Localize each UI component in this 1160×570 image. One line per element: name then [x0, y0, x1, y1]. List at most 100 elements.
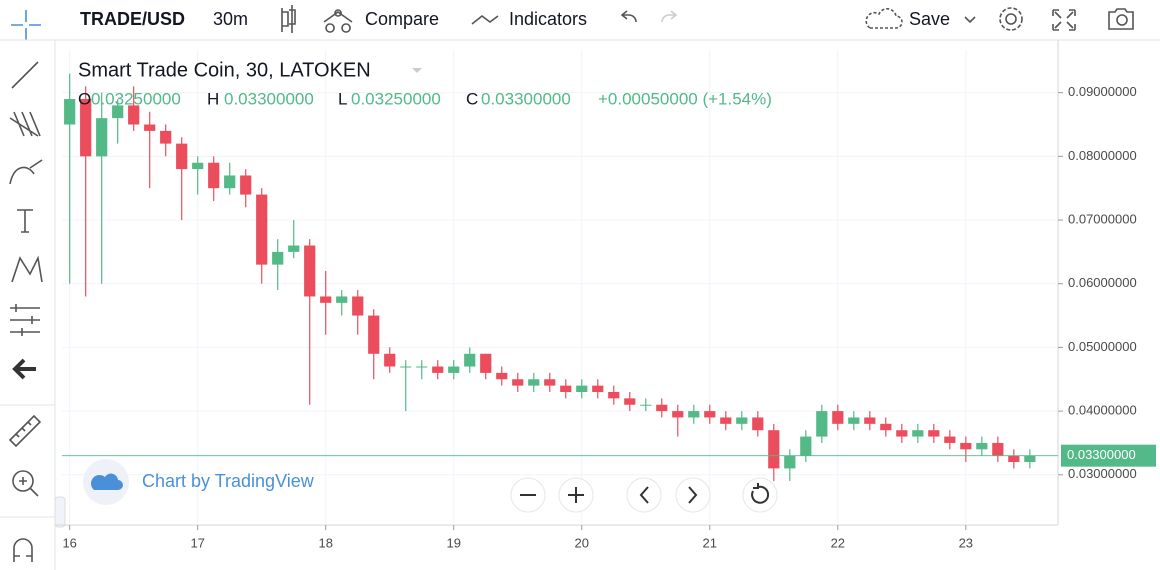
compare-icon[interactable] [323, 9, 353, 33]
x-tick-label: 19 [447, 535, 461, 550]
candles [64, 73, 1036, 482]
candle-body [176, 143, 188, 170]
indicators-button[interactable]: Indicators [509, 9, 587, 29]
candle-body [416, 366, 428, 368]
candle-body [272, 251, 284, 265]
watermark-text[interactable]: Chart by TradingView [142, 471, 315, 491]
candle-body [640, 404, 652, 406]
undo-icon[interactable] [620, 10, 637, 23]
y-tick-label: 0.04000000 [1068, 403, 1137, 418]
chart-type-icon[interactable] [281, 5, 296, 33]
y-tick-label: 0.03000000 [1068, 466, 1137, 481]
indicators-icon[interactable] [471, 14, 499, 25]
cloud-icon[interactable] [865, 8, 903, 29]
candle-body [464, 353, 476, 367]
candle-body [288, 245, 300, 252]
candle-body [432, 366, 444, 373]
candle-body [768, 430, 780, 469]
candle-body [480, 353, 492, 373]
candle-body [160, 130, 172, 144]
candle-body [656, 404, 668, 412]
prediction-tool[interactable] [10, 304, 40, 336]
legend-value: 0.03250000 [91, 89, 181, 108]
snapshot-lens [1116, 14, 1128, 26]
settings-icon[interactable] [1005, 13, 1017, 25]
zoom-tool[interactable] [12, 470, 34, 492]
legend-dropdown[interactable] [412, 68, 422, 73]
candle-body [1024, 455, 1036, 463]
candle-body [240, 175, 252, 195]
legend-change: +0.00050000 (+1.54%) [598, 89, 772, 108]
y-tick-label: 0.07000000 [1068, 211, 1137, 226]
candle-body [752, 417, 764, 431]
candle-body [736, 417, 748, 424]
candle-body [688, 411, 700, 418]
save-button[interactable]: Save [909, 9, 950, 29]
candle-body [512, 379, 524, 386]
pattern-tool[interactable] [11, 255, 43, 283]
symbol[interactable]: TRADE/USD [80, 9, 185, 29]
candle-body [608, 391, 620, 399]
settings-gear [999, 7, 1023, 31]
interval[interactable]: 30m [213, 9, 248, 29]
text-tool[interactable] [17, 209, 33, 233]
candle-body [448, 366, 460, 373]
measure-tool[interactable] [8, 414, 42, 448]
candle-body [848, 417, 860, 424]
x-tick-label: 16 [62, 535, 76, 550]
legend-key: C [466, 89, 478, 108]
left-toolbar [0, 39, 1160, 570]
candle-body [592, 385, 604, 392]
candle-body [112, 105, 124, 119]
redo-icon[interactable] [661, 10, 678, 23]
reset-chart[interactable] [742, 477, 778, 513]
watermark[interactable]: Chart by TradingView [83, 459, 315, 505]
brush-tool[interactable] [9, 159, 43, 185]
candle-body [944, 436, 956, 443]
scroll-left[interactable] [626, 477, 662, 513]
candle-body [400, 366, 412, 368]
legend-value: 0.03300000 [481, 89, 571, 108]
crosshair-icon[interactable] [11, 10, 41, 40]
candle-body [912, 430, 924, 437]
candle-body [64, 99, 76, 125]
hide-tools[interactable] [12, 358, 36, 380]
candle-body [560, 385, 572, 392]
candle-body [800, 436, 812, 456]
legend-title: Smart Trade Coin, 30, LATOKEN [78, 59, 371, 81]
candle-body [192, 162, 204, 170]
legend: Smart Trade Coin, 30, LATOKEN O 0.032500… [78, 59, 772, 108]
candle-body [880, 423, 892, 431]
candle-body [208, 162, 220, 189]
candle-body [304, 245, 316, 297]
candle-body [128, 105, 140, 125]
fullscreen-icon[interactable] [1052, 9, 1076, 31]
trend-line-tool[interactable] [11, 61, 39, 89]
collapse-handle[interactable] [54, 496, 66, 528]
candle-body [720, 417, 732, 424]
candle-body [976, 442, 988, 450]
legend-key: H [207, 89, 219, 108]
last-price-label: 0.03300000 [1067, 447, 1136, 462]
x-tick-label: 17 [190, 535, 204, 550]
candle-body [368, 315, 380, 354]
candle-body [96, 118, 108, 157]
scroll-right[interactable] [675, 477, 711, 513]
candle-body [144, 124, 156, 131]
x-tick-label: 20 [575, 535, 589, 550]
watermark-cloud [90, 473, 123, 490]
legend-key: L [338, 89, 347, 108]
compare-button[interactable]: Compare [365, 9, 439, 29]
x-tick-label: 21 [703, 535, 717, 550]
x-tick-label: 18 [318, 535, 332, 550]
save-dropdown[interactable] [964, 16, 976, 24]
zoom-tool-detail [19, 477, 39, 497]
y-tick-label: 0.05000000 [1068, 339, 1137, 354]
candle-body [816, 411, 828, 437]
candle-body [496, 372, 508, 380]
snapshot-icon[interactable] [1108, 8, 1134, 30]
fib-tool[interactable] [9, 111, 41, 137]
nav-buttons [510, 477, 778, 513]
magnet-tool[interactable] [13, 538, 33, 562]
candle-body [384, 353, 396, 367]
